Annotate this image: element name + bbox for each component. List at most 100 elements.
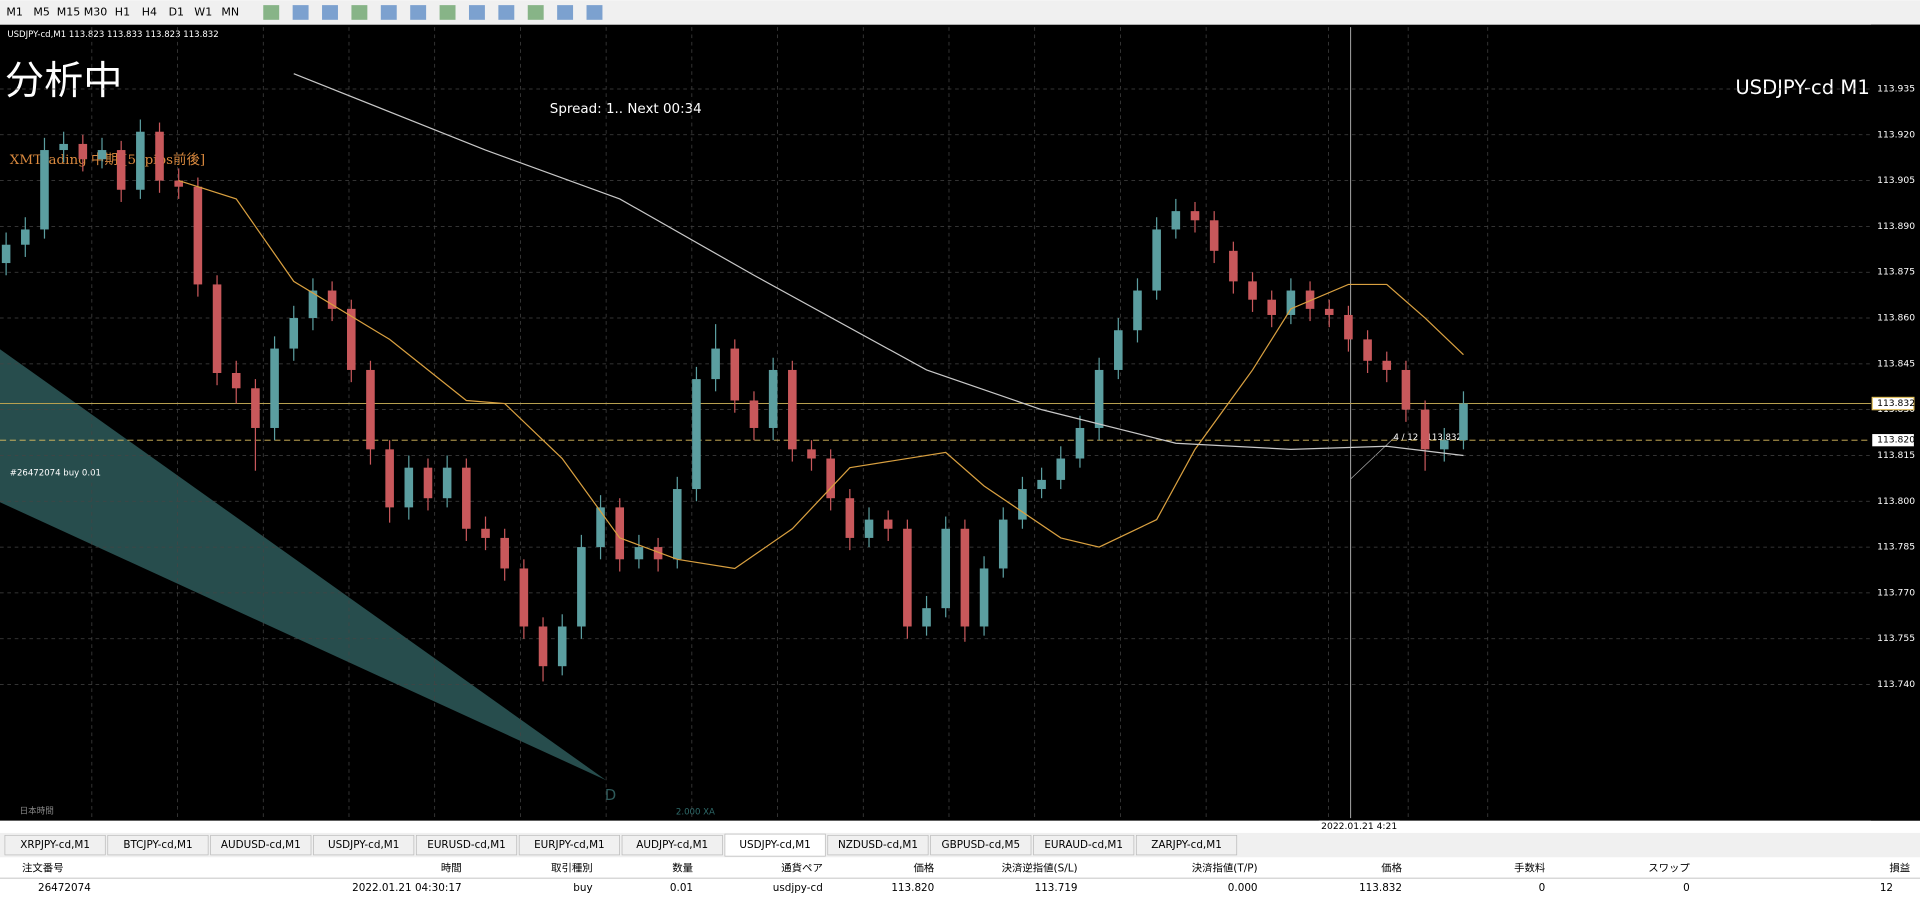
candle-body (251, 388, 260, 428)
candle-body (749, 400, 759, 428)
tool-icon[interactable] (557, 5, 574, 20)
order-badge-label: 113.820 (1877, 435, 1915, 446)
candle-body (1075, 427, 1085, 459)
tab[interactable] (1033, 834, 1135, 856)
tool-icon[interactable] (351, 5, 368, 20)
tool-icon[interactable] (292, 5, 309, 20)
timeframe-button[interactable] (56, 2, 81, 23)
candle-body (1440, 440, 1449, 450)
table-header: 手数料 (1514, 861, 1546, 874)
table-cell: 12 (1880, 882, 1893, 894)
timeframe-button[interactable] (164, 2, 189, 23)
tool-icon[interactable] (380, 5, 397, 20)
toolbar (0, 0, 1920, 25)
price-badge-label: 113.832 (1877, 398, 1915, 409)
time-highlight (1318, 820, 1400, 833)
tool-icon[interactable] (410, 5, 427, 20)
timeframe-button[interactable] (2, 2, 27, 23)
table-header: 決済逆指値(S/L) (1002, 861, 1078, 874)
tab[interactable] (313, 834, 415, 856)
tab-label: GBPUSD-cd,M5 (942, 839, 1021, 851)
candle-body (692, 379, 701, 490)
candle-body (1286, 290, 1296, 315)
timeframe-button[interactable] (137, 2, 162, 23)
timeframe-label: M5 (33, 5, 50, 18)
tool-icon[interactable] (439, 5, 456, 20)
candle-body (730, 348, 740, 401)
candle-body (231, 372, 241, 389)
candle-body (941, 528, 951, 609)
tab[interactable] (210, 834, 312, 856)
candle-body (1056, 458, 1066, 480)
timeframe-label: D1 (169, 5, 184, 18)
order-badge (1872, 434, 1914, 447)
tab[interactable] (518, 834, 620, 856)
timeframe-label: H4 (142, 5, 157, 18)
timeframe-label: H1 (115, 5, 130, 18)
candle-body (883, 519, 893, 529)
tool-icon[interactable] (586, 5, 603, 20)
candle-body (653, 547, 663, 560)
table-cell: 113.820 (891, 882, 934, 894)
time-label: 21 Jan 02:23 (93, 821, 151, 832)
moving-average (293, 73, 1464, 457)
candle-body (1133, 290, 1142, 331)
time-label: 21 Jan 02:39 (265, 821, 323, 832)
candle-body (212, 284, 222, 373)
timeframe-button[interactable] (217, 2, 243, 23)
tool-icon[interactable] (498, 5, 515, 20)
price-tick-label: 113.740 (1877, 679, 1915, 690)
tool-icon[interactable] (468, 5, 485, 20)
table-header: 価格 (914, 861, 935, 874)
candle-body (826, 458, 835, 499)
tool-icon[interactable] (322, 5, 338, 20)
tab[interactable] (827, 834, 929, 856)
candle-body (1037, 479, 1046, 490)
candle-body (97, 150, 107, 160)
tab[interactable] (107, 834, 209, 856)
window-title: USDJPY-cd,M1 113.823 113.833 113.823 113… (7, 30, 218, 40)
tab-label: AUDJPY-cd,M1 (636, 839, 708, 851)
table-cell: buy (573, 882, 592, 894)
tab[interactable] (724, 833, 826, 857)
pattern-label: D (605, 787, 616, 804)
timeframe-button[interactable] (191, 2, 216, 23)
candle-body (1459, 403, 1468, 441)
candle-body (289, 318, 299, 349)
tab[interactable] (4, 834, 106, 856)
table-cell: 0 (1683, 882, 1690, 894)
table-header: 決済指値(T/P) (1192, 861, 1258, 874)
time-label: 21 Jan 02:55 (436, 821, 494, 832)
tool-icon[interactable] (263, 5, 280, 20)
candle-body (845, 498, 855, 538)
tab[interactable] (1135, 834, 1238, 856)
candle-body (864, 519, 874, 538)
table-cell: usdjpy-cd (773, 882, 823, 894)
candle-body (922, 608, 931, 627)
candle-body (59, 143, 68, 151)
candle-body (519, 568, 529, 627)
tab-label: AUDUSD-cd,M1 (221, 839, 301, 851)
chart-area (0, 24, 1920, 821)
price-tick-label: 113.935 (1877, 83, 1915, 94)
table-header: 注文番号 (22, 861, 64, 874)
pattern-wedge (0, 349, 607, 781)
candle-body (538, 626, 548, 667)
time-label: 2022.01.21 4:21 (1321, 821, 1397, 832)
tab[interactable] (415, 834, 518, 856)
timeframe-button[interactable] (29, 2, 54, 23)
candle-body (481, 528, 490, 538)
price-badge (1871, 396, 1915, 411)
candle-body (998, 519, 1008, 569)
candle-body (1248, 281, 1257, 300)
tab[interactable] (930, 834, 1032, 856)
candle-body (960, 528, 970, 627)
table-header: スワップ (1648, 862, 1690, 874)
timeframe-button[interactable] (110, 2, 135, 23)
tab[interactable] (621, 834, 723, 856)
candle-body (1420, 409, 1430, 450)
timeframe-button[interactable] (83, 2, 108, 23)
tool-icon[interactable] (527, 5, 544, 20)
order-label: #26472074 buy 0.01 (10, 468, 101, 478)
